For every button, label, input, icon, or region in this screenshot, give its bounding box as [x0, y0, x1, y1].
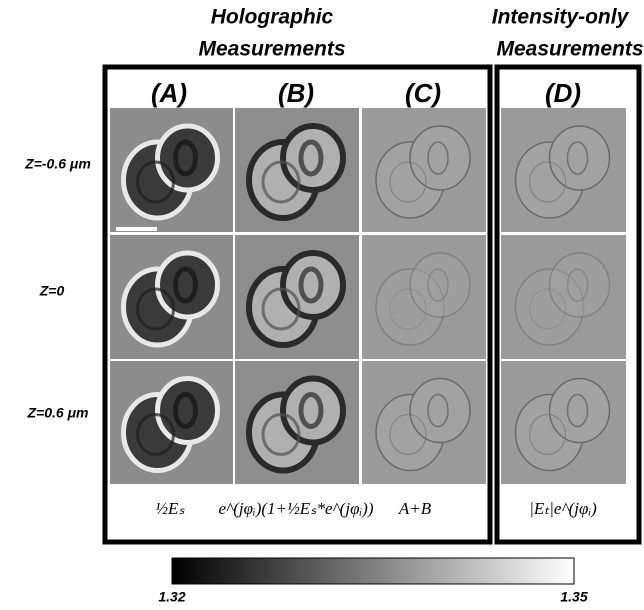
header-right-2: Measurements [496, 38, 643, 61]
formula: ½Eₛ [155, 499, 185, 518]
row-label: Z=0 [39, 283, 65, 299]
row-label: Z=-0.6 μm [24, 156, 91, 172]
colorbar-min: 1.32 [158, 589, 185, 605]
formula: |Eₜ|e^(jφᵢ) [529, 499, 597, 518]
formula: A+B [398, 499, 432, 518]
formula: e^(jφᵢ)(1+½Eₛ*e^(jφᵢ)) [219, 499, 374, 518]
row-label: Z=0.6 μm [27, 405, 89, 421]
column-label: (D) [545, 78, 581, 108]
image-panels [110, 108, 626, 484]
panel-shape [550, 379, 610, 443]
panel-shape [283, 126, 343, 190]
panel-shape [158, 126, 218, 190]
header-right-1: Intensity-only [492, 6, 630, 29]
panel-shape [550, 126, 610, 190]
colorbar [172, 558, 574, 584]
panel-shape [410, 379, 470, 443]
column-label: (C) [405, 78, 441, 108]
panel-shape [410, 253, 470, 317]
panel-shape [550, 253, 610, 317]
panel-shape [158, 253, 218, 317]
figure: Holographic Measurements Intensity-only … [0, 0, 644, 610]
panel-shape [410, 126, 470, 190]
header-left-2: Measurements [198, 38, 345, 61]
panel-shape [158, 379, 218, 443]
panel-shape [283, 253, 343, 317]
colorbar-max: 1.35 [560, 589, 587, 605]
column-label: (B) [278, 78, 314, 108]
panel-shape [283, 379, 343, 443]
header-left-1: Holographic [211, 6, 334, 29]
column-label: (A) [151, 78, 187, 108]
